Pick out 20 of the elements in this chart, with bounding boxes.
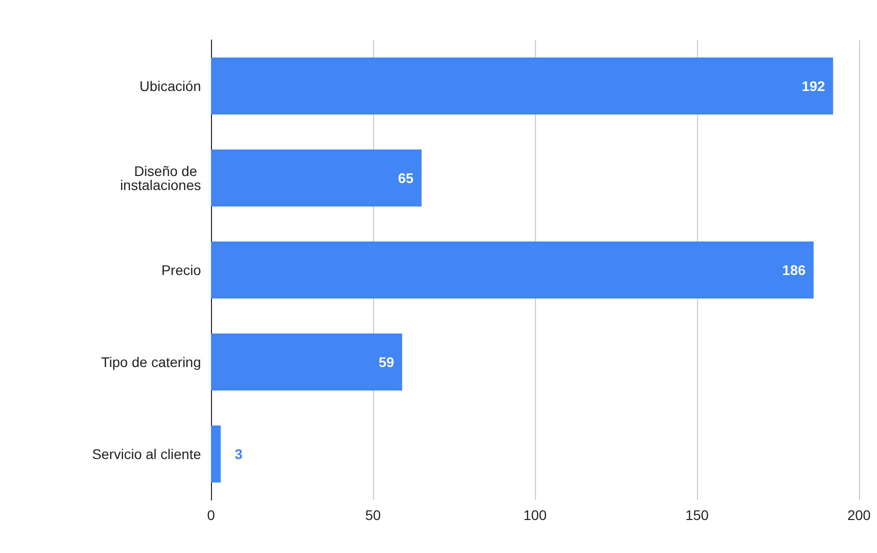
y-tick-label: Tipo de catering <box>101 354 201 370</box>
y-tick-label: Diseño de instalaciones <box>120 163 201 193</box>
data-label: 192 <box>802 78 826 94</box>
data-label: 186 <box>782 262 806 278</box>
bar <box>211 149 422 207</box>
bar <box>211 57 834 115</box>
data-label: 3 <box>234 446 243 462</box>
x-tick-label: 150 <box>685 507 709 523</box>
data-label: 65 <box>398 170 414 186</box>
x-tick-label: 200 <box>847 507 871 523</box>
bar <box>211 241 814 299</box>
x-tick-label: 100 <box>523 507 547 523</box>
bar <box>211 425 221 483</box>
data-label: 59 <box>378 354 394 370</box>
bar <box>211 333 402 391</box>
x-tick-label: 0 <box>207 507 216 523</box>
x-tick-label: 50 <box>365 507 381 523</box>
y-tick-label: Servicio al cliente <box>92 446 202 462</box>
y-tick-label: Ubicación <box>140 78 201 94</box>
y-tick-label: Precio <box>161 262 202 278</box>
